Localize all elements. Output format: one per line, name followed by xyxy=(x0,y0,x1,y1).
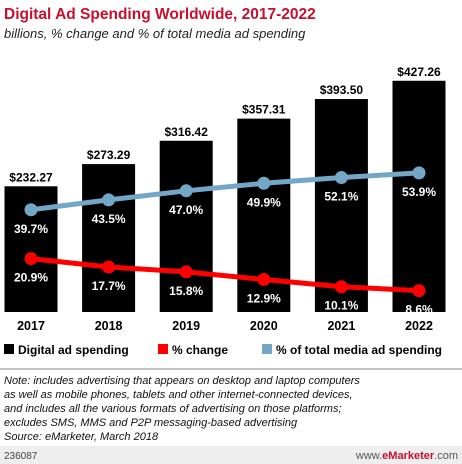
point-label: 20.9% xyxy=(14,271,48,285)
bar xyxy=(392,80,446,312)
series-point xyxy=(412,166,426,180)
plot-area: $232.27 $273.29 $316.42 $357.31 $393.50 $427.… xyxy=(4,65,446,317)
point-label: 17.7% xyxy=(92,279,126,293)
bar-value-label: $273.29 xyxy=(87,148,131,162)
series-line xyxy=(30,170,420,213)
brand-link[interactable]: www.eMarketer.com xyxy=(355,450,458,462)
point-label: 49.9% xyxy=(247,195,281,209)
brand-prefix: www. xyxy=(355,450,382,462)
series-point xyxy=(179,184,193,198)
bar xyxy=(82,164,136,312)
series-point xyxy=(102,260,116,274)
brand-suffix: .com xyxy=(434,450,458,462)
x-tick-label: 2017 xyxy=(17,319,45,333)
legend-label: Digital ad spending xyxy=(18,343,129,357)
footnote-line: as well as mobile phones, tablets and ot… xyxy=(4,389,353,401)
chart-id: 236087 xyxy=(4,451,38,462)
legend-label: % change xyxy=(172,343,228,357)
series-point xyxy=(257,272,271,286)
x-tick-label: 2021 xyxy=(327,319,355,333)
series-point xyxy=(102,193,116,207)
legend-swatch xyxy=(4,344,14,354)
point-label: 47.0% xyxy=(169,203,203,217)
series-point xyxy=(334,171,348,185)
series-point xyxy=(24,203,38,217)
bar-value-label: $357.31 xyxy=(242,103,286,117)
footnote-line: Note: includes advertising that appears … xyxy=(4,375,360,387)
point-label: 39.7% xyxy=(14,222,48,236)
bar-value-label: $393.50 xyxy=(320,83,364,97)
footnote: Note: includes advertising that appears … xyxy=(4,375,360,443)
x-tick-label: 2020 xyxy=(250,319,278,333)
point-label: 12.9% xyxy=(247,291,281,305)
series-line xyxy=(30,256,420,294)
footnote-line: excludes SMS, MMS and P2P messaging-base… xyxy=(4,417,298,429)
x-tick-label: 2022 xyxy=(405,319,433,333)
legend-swatch xyxy=(158,344,168,354)
legend: Digital ad spending % change % of total me… xyxy=(4,343,442,357)
bar-value-label: $232.27 xyxy=(9,170,53,184)
point-label: 52.1% xyxy=(324,190,358,204)
legend-swatch xyxy=(262,344,272,354)
bar xyxy=(159,140,213,312)
legend-label: % of total media ad spending xyxy=(276,343,442,357)
footnote-line: Source: eMarketer, March 2018 xyxy=(4,431,159,443)
footnote-line: and includes all the various formats of … xyxy=(4,403,342,415)
brand-name: eMarketer xyxy=(382,450,435,462)
bar xyxy=(314,99,368,312)
chart-subtitle: billions, % change and % of total media … xyxy=(4,26,306,41)
footer-bar xyxy=(0,446,462,464)
point-label: 53.9% xyxy=(402,185,436,199)
point-label: 8.6% xyxy=(405,303,433,317)
point-label: 10.1% xyxy=(324,299,358,313)
x-tick-label: 2019 xyxy=(172,319,200,333)
x-tick-label: 2018 xyxy=(95,319,123,333)
series-point xyxy=(257,176,271,190)
chart-title: Digital Ad Spending Worldwide, 2017-2022 xyxy=(4,6,316,23)
bar-value-label: $427.26 xyxy=(397,65,441,79)
point-label: 15.8% xyxy=(169,284,203,298)
series-point xyxy=(24,252,38,266)
x-axis: 2017 2018 2019 2020 2021 2022 xyxy=(17,319,433,333)
point-label: 43.5% xyxy=(92,212,126,226)
series-point xyxy=(179,265,193,279)
bar-value-label: $316.42 xyxy=(165,125,209,139)
series-point xyxy=(334,280,348,294)
series-point xyxy=(412,284,426,298)
